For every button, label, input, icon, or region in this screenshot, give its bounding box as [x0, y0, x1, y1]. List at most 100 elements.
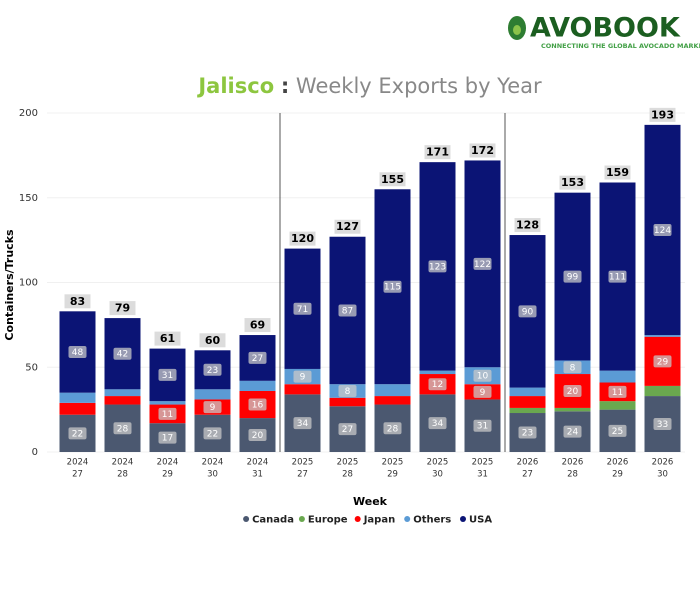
x-tick-label: 28 [567, 470, 578, 480]
data-label: 87 [342, 306, 353, 316]
data-label-box [383, 422, 402, 435]
y-tick-label: 200 [19, 108, 38, 119]
logo-tagline: CONNECTING THE GLOBAL AVOCADO MARKET [541, 42, 700, 50]
bar-segment [329, 397, 366, 407]
data-label-box [473, 419, 492, 432]
data-label: 8 [570, 363, 576, 373]
data-label-box [563, 270, 582, 283]
total-label-box [424, 145, 451, 160]
data-label: 42 [117, 350, 128, 360]
bar-segment [374, 384, 411, 397]
legend-marker [460, 516, 466, 522]
data-label: 28 [117, 424, 129, 434]
total-label: 79 [115, 302, 130, 315]
data-label: 123 [429, 262, 446, 272]
data-label: 31 [162, 371, 173, 381]
x-axis-label: Week [353, 495, 388, 508]
total-label: 128 [516, 219, 539, 232]
x-tick-label: 31 [252, 470, 263, 480]
data-label-box [338, 304, 357, 317]
data-label: 99 [567, 273, 579, 283]
total-label-box [289, 231, 316, 246]
data-label: 11 [162, 410, 173, 420]
bar-segment [239, 380, 276, 391]
x-tick-label: 2025 [382, 458, 404, 468]
total-label-box [649, 107, 676, 122]
data-label: 27 [342, 425, 353, 435]
data-label-box [68, 427, 87, 440]
x-tick-label: 31 [477, 470, 488, 480]
x-tick-label: 2026 [607, 458, 629, 468]
data-label-box [68, 345, 87, 358]
data-label-box [158, 431, 177, 444]
data-label-box [473, 257, 492, 270]
data-label: 25 [612, 427, 623, 437]
data-label: 23 [522, 429, 533, 439]
y-tick-label: 150 [19, 193, 38, 204]
data-label: 29 [657, 357, 669, 367]
legend-label: Canada [252, 515, 294, 526]
data-label-box [608, 424, 627, 437]
bar-segment [554, 407, 591, 412]
total-label: 153 [561, 176, 584, 189]
bar-segment [104, 396, 141, 405]
x-tick-label: 2024 [112, 458, 134, 468]
bar-segment [644, 335, 681, 337]
legend-marker [298, 516, 305, 522]
data-label: 17 [162, 434, 173, 444]
x-tick-label: 28 [342, 470, 353, 480]
data-label-box [563, 361, 582, 374]
title-separator: : [281, 74, 289, 98]
data-label-box [428, 378, 447, 391]
data-label-box [518, 426, 537, 439]
data-label-box [158, 368, 177, 381]
data-label-box [203, 427, 222, 440]
bar-segment [374, 396, 411, 405]
data-label-box [293, 370, 312, 383]
data-label: 22 [72, 429, 83, 439]
data-label: 11 [612, 388, 623, 398]
y-tick-label: 50 [25, 362, 38, 373]
x-tick-label: 2025 [292, 458, 314, 468]
data-label-box [473, 369, 492, 382]
total-label-box [469, 143, 496, 158]
x-tick-label: 2024 [202, 458, 224, 468]
x-tick-label: 2026 [562, 458, 584, 468]
total-label-box [604, 165, 631, 180]
x-tick-label: 27 [522, 470, 533, 480]
data-label-box [203, 401, 222, 414]
total-label-box [199, 333, 226, 348]
total-label-box [514, 218, 541, 233]
y-tick-label: 0 [32, 447, 38, 458]
total-label: 193 [651, 108, 674, 121]
total-label-box [559, 175, 586, 190]
data-label-box [248, 351, 267, 364]
total-label: 171 [426, 146, 449, 159]
bar-segment [284, 384, 321, 395]
bar-segment [59, 392, 96, 403]
total-label: 127 [336, 220, 359, 233]
data-label-box [608, 385, 627, 398]
bar-segment [599, 370, 636, 383]
x-tick-label: 2024 [67, 458, 89, 468]
data-label: 34 [432, 419, 444, 429]
data-label-box [563, 384, 582, 397]
total-label: 155 [381, 173, 404, 186]
x-tick-label: 28 [117, 470, 128, 480]
data-label: 122 [474, 260, 491, 270]
data-label: 10 [477, 372, 489, 382]
total-label-box [334, 219, 361, 234]
data-label: 90 [522, 307, 534, 317]
data-label: 115 [384, 283, 401, 293]
bar-segment [599, 401, 636, 410]
bar-segment [419, 370, 456, 375]
bar-segment [644, 385, 681, 397]
title-text: Weekly Exports by Year [296, 74, 542, 98]
data-label-box [428, 260, 447, 273]
x-tick-label: 2025 [427, 458, 449, 468]
data-label: 9 [210, 403, 216, 413]
data-label: 24 [567, 428, 579, 438]
data-label-box [338, 384, 357, 397]
logo: AVOBOOK CONNECTING THE GLOBAL AVOCADO MA… [508, 13, 700, 50]
bar-segment [59, 402, 96, 415]
